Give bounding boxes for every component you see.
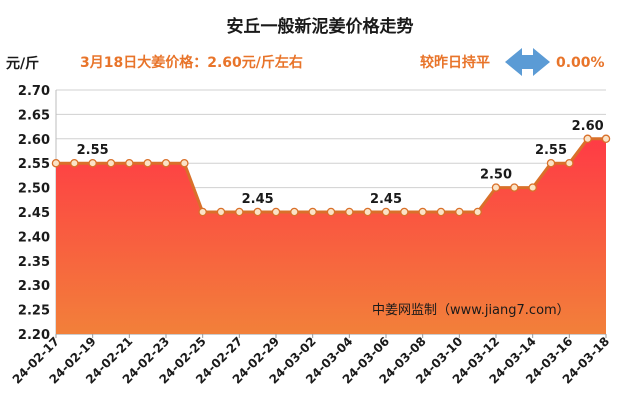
data-label: 2.55 — [535, 143, 567, 158]
data-labels: 2.55 2.45 2.45 2.50 2.55 2.60 — [77, 119, 604, 207]
data-markers — [51, 134, 611, 217]
data-point — [161, 158, 171, 168]
data-point — [143, 158, 152, 168]
unit-label: 元/斤 — [6, 55, 39, 72]
double-arrow-icon — [505, 48, 550, 76]
compare-label: 较昨日持平 — [420, 54, 490, 71]
y-tick-label: 2.45 — [18, 206, 50, 221]
data-point — [363, 207, 372, 217]
watermark: 中姜网监制（www.jiang7.com） — [372, 303, 570, 318]
data-point — [271, 207, 281, 217]
y-tick-label: 2.30 — [18, 279, 50, 294]
data-point — [546, 158, 556, 168]
y-tick-label: 2.65 — [18, 108, 50, 123]
data-point — [88, 158, 97, 168]
data-point — [216, 207, 226, 217]
data-point — [473, 207, 482, 217]
data-point — [601, 134, 611, 144]
data-point — [125, 158, 134, 168]
change-percent: 0.00% — [556, 55, 605, 71]
data-point — [345, 207, 354, 217]
data-point — [565, 158, 574, 168]
y-tick-label: 2.60 — [18, 133, 50, 148]
price-note: 3月18日大姜价格：2.60元/斤左右 — [80, 54, 303, 71]
data-point — [436, 207, 446, 217]
y-tick-label: 2.70 — [18, 84, 50, 99]
data-point — [70, 158, 79, 168]
data-point — [290, 207, 299, 217]
data-point — [235, 207, 244, 217]
x-axis: 24-02-1724-02-1924-02-2124-02-2324-02-25… — [10, 334, 612, 387]
y-tick-label: 2.50 — [18, 182, 50, 197]
y-tick-label: 2.25 — [18, 304, 50, 319]
data-point — [180, 158, 189, 168]
data-label: 2.55 — [77, 143, 109, 158]
data-point — [510, 183, 519, 192]
y-axis: 2.70 2.65 2.60 2.55 2.50 2.45 2.40 2.35 2.30 2.25… — [18, 84, 50, 343]
y-tick-label: 2.40 — [18, 230, 50, 245]
chart-title: 安丘一般新泥姜价格走势 — [227, 16, 414, 37]
data-point — [106, 158, 116, 168]
data-point — [455, 207, 464, 217]
data-point — [583, 134, 592, 144]
data-point — [326, 207, 336, 217]
data-point — [308, 207, 317, 217]
data-label: 2.45 — [242, 192, 274, 207]
y-tick-label: 2.55 — [18, 157, 50, 172]
data-point — [491, 183, 501, 192]
y-tick-label: 2.20 — [18, 328, 50, 343]
data-point — [528, 183, 537, 192]
data-label: 2.45 — [370, 192, 402, 207]
data-point — [253, 207, 262, 217]
data-point — [381, 207, 391, 217]
data-label: 2.60 — [572, 119, 604, 134]
data-point — [400, 207, 409, 217]
data-point — [51, 158, 61, 168]
data-label: 2.50 — [480, 168, 512, 183]
data-point — [418, 207, 427, 217]
data-point — [198, 207, 207, 217]
y-tick-label: 2.35 — [18, 255, 50, 270]
